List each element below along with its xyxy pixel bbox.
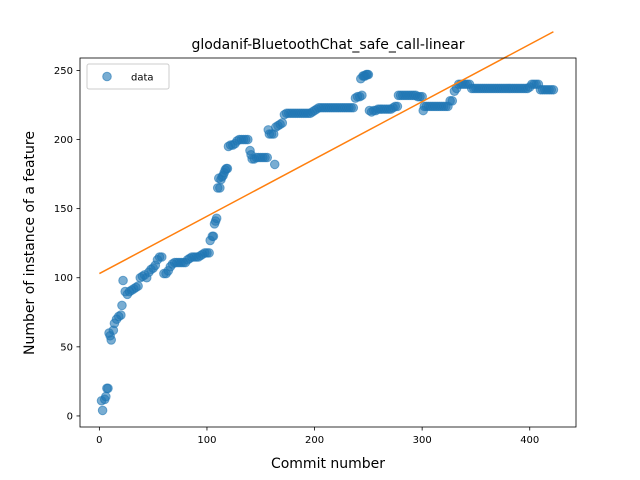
data-point [118, 275, 128, 286]
data-point [363, 69, 374, 80]
chart-title: glodanif-BluetoothChat_safe_call-linear [191, 37, 464, 53]
y-tick-label: 50 [60, 342, 73, 353]
y-tick-label: 200 [54, 135, 73, 146]
data-point [103, 383, 113, 394]
data-point [357, 90, 367, 101]
data-point [548, 84, 559, 95]
fit-line [99, 31, 554, 275]
x-axis-label: Commit number [271, 456, 385, 472]
data-point [133, 281, 143, 291]
data-point [269, 159, 280, 170]
x-tick-label: 200 [305, 435, 324, 446]
data-point [101, 391, 111, 402]
data-point [156, 252, 167, 262]
x-tick-label: 100 [197, 435, 216, 446]
y-tick-label: 250 [54, 66, 73, 77]
data-point [348, 102, 359, 113]
plot-area: 0 100 200 300 400 0 50 100 150 200 250 data [54, 31, 577, 446]
y-tick-label: 150 [54, 204, 73, 215]
y-axis-label: Number of instance of a feature [22, 131, 38, 355]
data-point [116, 310, 126, 320]
legend-box [86, 63, 170, 90]
data-point [211, 213, 222, 224]
legend-marker [102, 71, 112, 82]
data-point [208, 231, 219, 242]
y-tick-label: 0 [67, 411, 73, 422]
x-tick-label: 0 [96, 435, 102, 446]
data-point [215, 183, 225, 193]
data-point [117, 300, 127, 311]
legend-label: data [131, 73, 154, 84]
y-tick-label: 100 [54, 273, 73, 284]
data-point [277, 118, 288, 128]
data-point [106, 335, 117, 345]
x-tick-label: 300 [413, 435, 432, 446]
data-point [262, 152, 273, 163]
data-point [204, 248, 214, 258]
data-point [392, 101, 403, 112]
data-point [97, 405, 108, 416]
data-point [222, 163, 233, 174]
data-point [243, 134, 253, 145]
axes-frame [79, 57, 577, 428]
data-point [447, 96, 458, 106]
x-tick-label: 400 [520, 435, 539, 446]
